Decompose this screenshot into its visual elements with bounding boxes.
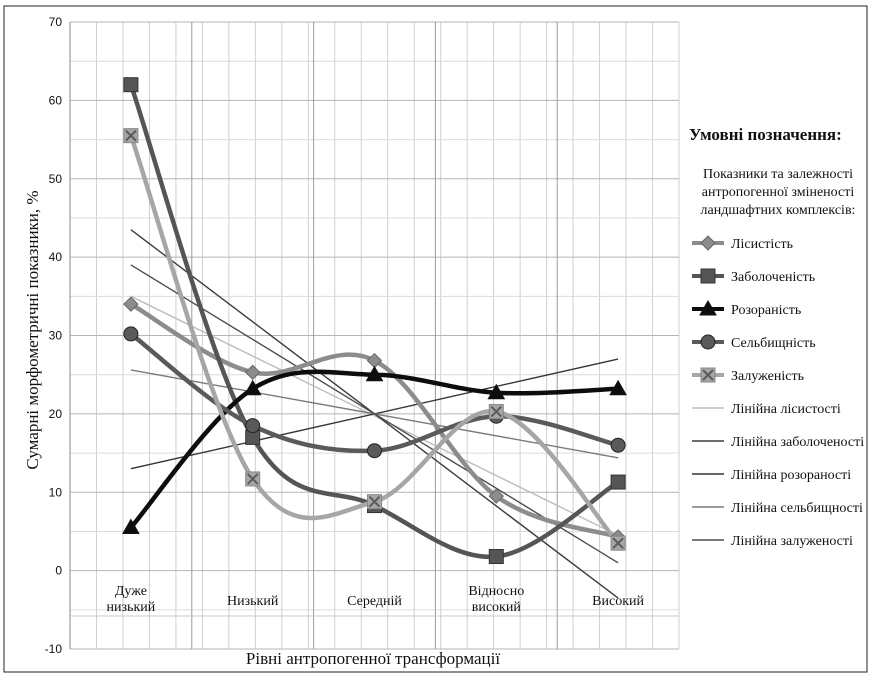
legend-subtitle: Показники та залежності антропогенної змі… xyxy=(701,167,856,218)
y-tick-label: 60 xyxy=(49,93,63,107)
x-axis-label: Рівні антропогенної трансформації xyxy=(246,649,500,668)
legend-item-label: Залуженість xyxy=(731,369,804,384)
series-line xyxy=(128,82,621,559)
data-point-marker xyxy=(245,418,261,434)
legend-swatch-marker xyxy=(700,235,716,251)
data-point-marker xyxy=(488,488,505,504)
legend-item-label: Лінійна заболоченості xyxy=(731,435,864,450)
data-point-marker xyxy=(244,364,261,381)
y-tick-label: -10 xyxy=(45,642,63,656)
x-category-label: високий xyxy=(472,600,522,615)
x-category-label: Високий xyxy=(592,594,644,609)
legend-subtitle-line: антропогенної зміненості xyxy=(702,185,855,200)
data-point-marker xyxy=(610,437,626,453)
legend-item-label: Лінійна залуженості xyxy=(731,534,853,549)
legend-item-label: Лінійна лісистості xyxy=(731,402,841,417)
data-point-marker-cross xyxy=(368,495,381,508)
legend-swatch-marker xyxy=(700,268,716,284)
data-point-marker xyxy=(243,379,262,396)
legend-swatch-marker xyxy=(700,334,716,350)
data-point-marker xyxy=(487,383,506,400)
legend-items: Лісистість Заболоченість Розораність Сельби… xyxy=(692,235,864,549)
y-tick-label: 50 xyxy=(49,172,63,186)
series-line xyxy=(128,133,621,546)
data-point-marker xyxy=(123,296,139,312)
trendline xyxy=(130,264,619,564)
data-point-marker xyxy=(367,443,382,459)
legend-swatch-marker xyxy=(699,299,717,316)
x-category-label: Низький xyxy=(227,594,279,609)
y-tick-label: 0 xyxy=(55,564,62,578)
legend-item-label: Лінійна розораності xyxy=(731,468,851,483)
legend-subtitle-line: ландшафтних комплексів: xyxy=(701,203,856,218)
data-point-marker xyxy=(123,326,139,342)
y-tick-label: 10 xyxy=(49,485,63,499)
data-point-marker-cross xyxy=(125,129,137,142)
data-markers xyxy=(122,77,627,565)
data-point-marker xyxy=(122,518,140,535)
y-tick-label: 40 xyxy=(49,250,63,264)
legend-swatch-marker-cross xyxy=(702,369,714,381)
legend-item-label: Заболоченість xyxy=(731,270,815,285)
x-category-label: Дуже xyxy=(115,584,147,599)
legend-item-label: Сельбищність xyxy=(731,336,816,351)
legend-subtitle-line: Показники та залежності xyxy=(703,167,853,182)
legend-item-label: Розораність xyxy=(731,303,801,318)
y-tick-label: 20 xyxy=(49,407,63,421)
y-tick-label: 70 xyxy=(49,15,63,29)
y-tick-label: 30 xyxy=(49,329,63,343)
data-point-marker-cross xyxy=(612,537,624,549)
data-point-marker xyxy=(365,365,384,382)
legend: Умовні позначення: Показники та залежнос… xyxy=(689,125,864,549)
data-point-marker-cross xyxy=(490,405,503,418)
legend-item-label: Лінійна сельбищності xyxy=(731,501,863,516)
x-category-label: низький xyxy=(107,600,156,615)
data-point-marker xyxy=(488,549,504,565)
x-category-label: Середній xyxy=(347,594,402,609)
x-category-label: Відносно xyxy=(468,584,524,599)
data-point-marker xyxy=(610,474,626,490)
data-point-marker xyxy=(123,77,139,93)
data-point-marker-cross xyxy=(246,473,259,485)
legend-item-label: Лісистість xyxy=(731,237,793,252)
y-tick-labels: 70 60 50 40 30 20 10 0 -10 xyxy=(45,15,63,656)
y-axis-label: Сумарні морфометричні показники, % xyxy=(23,190,42,469)
data-point-marker xyxy=(609,379,627,396)
legend-title: Умовні позначення: xyxy=(689,125,842,144)
